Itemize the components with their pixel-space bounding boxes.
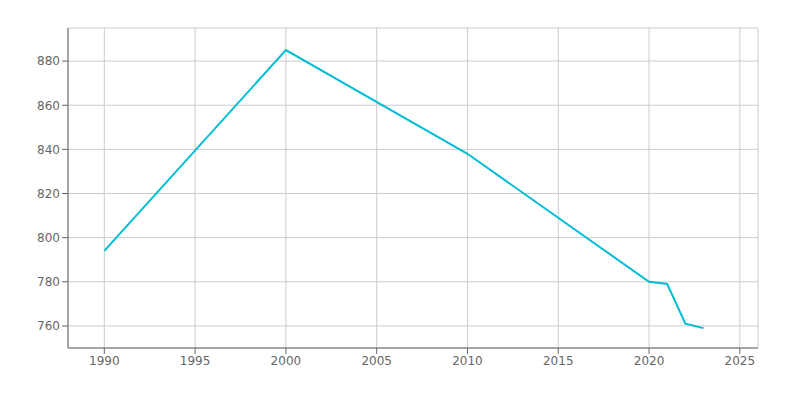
svg-text:860: 860 bbox=[37, 99, 60, 113]
svg-text:880: 880 bbox=[37, 54, 60, 68]
svg-text:2010: 2010 bbox=[452, 354, 483, 368]
svg-text:840: 840 bbox=[37, 143, 60, 157]
svg-text:2020: 2020 bbox=[634, 354, 665, 368]
svg-text:820: 820 bbox=[37, 187, 60, 201]
svg-text:2000: 2000 bbox=[271, 354, 302, 368]
svg-text:780: 780 bbox=[37, 275, 60, 289]
svg-text:2005: 2005 bbox=[361, 354, 392, 368]
svg-text:1990: 1990 bbox=[89, 354, 120, 368]
svg-text:1995: 1995 bbox=[180, 354, 211, 368]
svg-text:2015: 2015 bbox=[543, 354, 574, 368]
svg-text:800: 800 bbox=[37, 231, 60, 245]
svg-text:760: 760 bbox=[37, 319, 60, 333]
svg-text:2025: 2025 bbox=[725, 354, 756, 368]
